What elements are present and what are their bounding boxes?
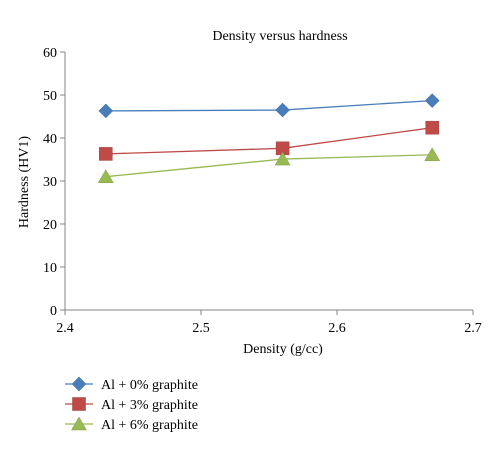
y-tick-label: 10 [43, 261, 57, 276]
y-tick-label: 40 [43, 132, 57, 147]
data-point-square [425, 120, 439, 135]
legend-label: Al + 0% graphite [101, 378, 198, 393]
series-line [105, 127, 433, 155]
legend-item: Al + 6% graphite [65, 416, 198, 433]
y-axis-label: Hardness (HV1) [17, 136, 32, 228]
legend-marker-square [72, 397, 86, 411]
data-point-diamond [275, 102, 290, 118]
chart-title: Density versus hardness [212, 29, 347, 44]
series-line [105, 154, 433, 178]
legend-marker-diamond [71, 376, 87, 392]
data-point-square [99, 147, 113, 161]
legend-item: Al + 0% graphite [65, 376, 198, 393]
y-tick-label: 20 [43, 218, 57, 233]
legend: Al + 0% graphite Al + 3% graphite Al + 6% … [65, 376, 198, 433]
x-tick-label: 2.4 [56, 321, 74, 336]
x-axis-label: Density (g/cc) [243, 342, 323, 357]
y-tick-label: 0 [50, 304, 57, 319]
series-line [105, 99, 433, 112]
x-tick-label: 2.7 [464, 321, 482, 336]
data-point-diamond [98, 103, 114, 119]
data-point-diamond [424, 93, 440, 108]
legend-item: Al + 3% graphite [65, 397, 198, 413]
x-tick-label: 2.6 [328, 321, 346, 336]
series-1 [99, 120, 439, 161]
axes: 0 10 20 30 40 50 60 2.4 2.5 2.6 2.7 [43, 46, 482, 336]
series-2 [97, 147, 441, 183]
data-point-triangle [274, 151, 291, 166]
legend-label: Al + 3% graphite [101, 398, 198, 413]
x-tick-label: 2.5 [192, 321, 210, 336]
legend-marker-triangle [71, 416, 87, 431]
y-tick-label: 30 [43, 175, 57, 190]
series-0 [98, 93, 440, 119]
y-tick-label: 50 [43, 89, 57, 104]
data-point-triangle [97, 169, 114, 183]
data-point-triangle [424, 147, 441, 162]
y-tick-label: 60 [43, 46, 57, 61]
series-layer [97, 93, 441, 183]
legend-label: Al + 6% graphite [101, 418, 198, 433]
